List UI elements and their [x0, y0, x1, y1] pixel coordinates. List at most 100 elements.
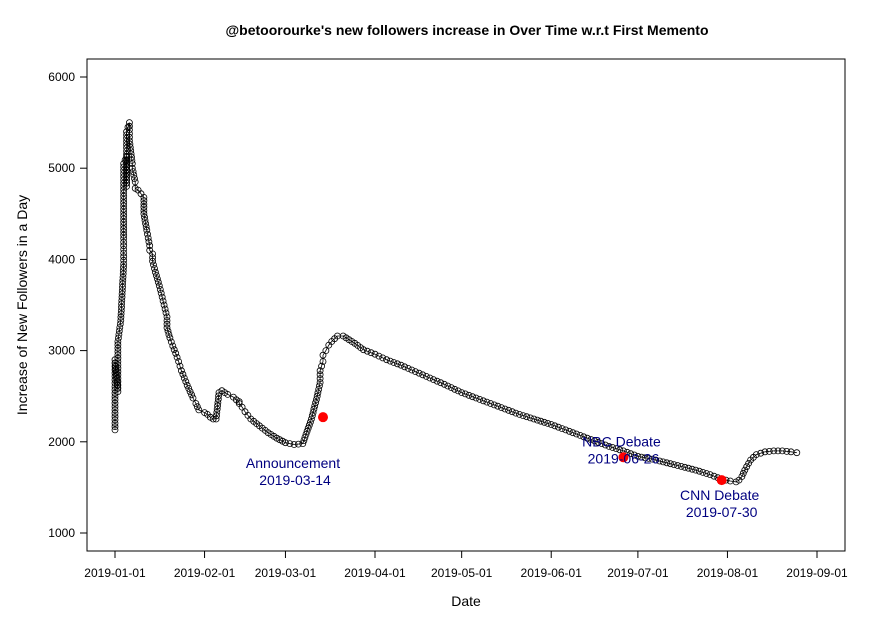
data-point [192, 400, 200, 407]
data-point [131, 178, 139, 186]
data-point [180, 374, 188, 382]
data-point [315, 385, 323, 393]
data-point [591, 437, 598, 445]
data-point [290, 441, 298, 448]
data-point [761, 448, 769, 456]
data-point [300, 437, 308, 444]
data-point [111, 426, 119, 434]
data-point [123, 170, 130, 178]
x-tick-label: 2019-01-01 [84, 566, 146, 580]
data-point [645, 454, 653, 462]
data-point [305, 421, 313, 429]
data-point [583, 434, 591, 442]
data-point [703, 470, 710, 477]
event-date: 2019-06-26 [588, 450, 660, 466]
data-point [151, 265, 158, 272]
data-point [212, 415, 220, 423]
data-point [411, 368, 419, 376]
x-tick-label: 2019-04-01 [344, 566, 406, 580]
data-point [757, 449, 765, 457]
data-point [469, 393, 476, 401]
data-point [783, 447, 791, 455]
data-point [401, 363, 409, 371]
data-point [316, 379, 324, 386]
data-point [551, 422, 559, 430]
data-point [447, 384, 455, 392]
data-point [156, 286, 164, 293]
data-point [451, 385, 459, 393]
data-point [114, 388, 122, 396]
y-tick-label: 3000 [48, 344, 75, 358]
series-line [114, 122, 797, 483]
data-point [153, 275, 161, 283]
data-point [316, 367, 324, 375]
data-point [125, 133, 133, 141]
data-point [558, 425, 566, 433]
y-tick-label: 1000 [48, 526, 75, 540]
data-point [114, 344, 122, 352]
data-point [120, 245, 128, 253]
data-point [163, 313, 171, 321]
event-label: Announcement [246, 455, 340, 471]
data-point [375, 352, 383, 360]
data-point [186, 388, 194, 396]
data-point [309, 409, 317, 416]
data-point [128, 156, 136, 164]
data-point [745, 459, 752, 467]
data-point [490, 401, 498, 409]
data-point [111, 399, 119, 407]
data-point [224, 390, 232, 398]
data-point [516, 410, 523, 418]
data-point [125, 126, 133, 134]
data-point [302, 430, 310, 438]
data-point [114, 374, 122, 382]
data-point [120, 215, 128, 223]
data-point [674, 462, 681, 469]
data-point [213, 412, 220, 420]
data-point [367, 349, 375, 357]
y-tick-label: 4000 [48, 252, 75, 266]
chart-title: @betoorourke's new followers increase in… [226, 22, 709, 38]
data-point [118, 300, 125, 308]
data-point [235, 398, 243, 406]
data-point [114, 381, 122, 389]
data-point [149, 250, 157, 258]
data-point [313, 392, 321, 400]
data-point [793, 449, 801, 457]
data-point [111, 416, 119, 424]
data-point [743, 463, 751, 471]
data-point [670, 461, 678, 469]
data-point [534, 416, 541, 424]
data-point [316, 371, 324, 379]
data-point [303, 427, 311, 435]
data-point [465, 391, 473, 399]
x-tick-label: 2019-07-01 [607, 566, 669, 580]
data-point [562, 426, 570, 434]
data-point [114, 351, 122, 359]
data-point [444, 382, 452, 390]
data-point [114, 358, 122, 365]
data-point [158, 293, 166, 301]
data-point [573, 430, 580, 438]
data-point [778, 447, 786, 455]
data-point [119, 270, 127, 278]
x-tick-label: 2019-05-01 [431, 566, 493, 580]
data-point [114, 341, 122, 349]
data-point [160, 301, 168, 309]
data-point [765, 447, 773, 455]
data-point [117, 313, 125, 321]
event-date: 2019-07-30 [686, 504, 758, 520]
data-point [120, 234, 128, 242]
data-point [609, 444, 616, 451]
data-point [142, 220, 150, 228]
data-point [116, 324, 124, 331]
data-point [123, 179, 130, 187]
data-point [120, 256, 128, 264]
data-point [681, 463, 689, 471]
data-point [120, 260, 128, 268]
data-point [144, 230, 151, 238]
data-point [169, 342, 177, 350]
data-point [512, 409, 520, 417]
data-point [125, 137, 133, 145]
